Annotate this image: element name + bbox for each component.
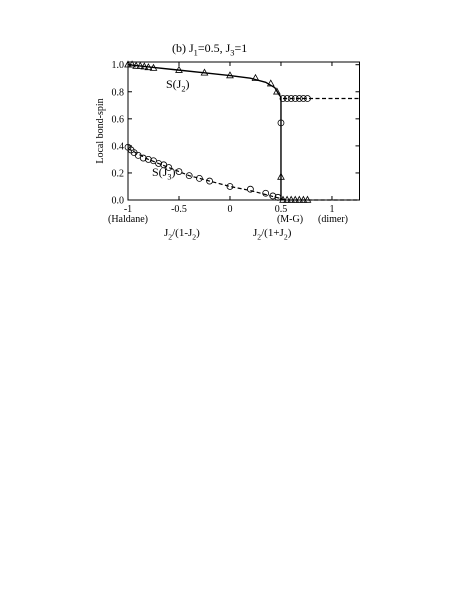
text-part: S(J: [152, 165, 168, 179]
text-part: =0.5, J: [198, 41, 231, 55]
circle-marker: [195, 174, 203, 182]
circle-marker: [150, 157, 157, 165]
x-tick-label: 1: [329, 204, 334, 215]
triangle-marker: [295, 195, 304, 203]
circle-marker: [246, 185, 254, 193]
triangle-marker: [277, 172, 285, 180]
x-tick-label: -0.5: [171, 204, 187, 215]
circle-marker: [277, 119, 285, 127]
subscript: 2: [257, 232, 261, 241]
text-part: J: [253, 227, 258, 239]
y-axis-label: Local bond-spin: [95, 98, 106, 163]
circle-marker: [300, 95, 307, 102]
subscript: 2: [192, 232, 196, 241]
series-line: [127, 148, 360, 201]
circle-marker: [269, 192, 277, 200]
x-tick-label: 0: [227, 204, 232, 215]
triangle-marker: [287, 195, 296, 203]
triangle-marker: [273, 87, 281, 95]
text-part: =1: [234, 41, 247, 55]
circle-marker: [304, 95, 311, 102]
triangle-marker: [124, 60, 132, 68]
series-label: S(J3): [152, 165, 176, 182]
text-part: ): [186, 77, 190, 91]
series-line: [127, 64, 282, 200]
triangle-marker: [266, 79, 275, 87]
text-part: S(J: [166, 77, 182, 91]
annotation: (M-G): [277, 214, 303, 225]
circle-marker: [155, 160, 162, 167]
subscript: 3: [167, 173, 171, 182]
y-tick-label: 0.8: [112, 87, 125, 98]
text-part: /(1+J: [261, 227, 284, 239]
circle-marker: [160, 161, 168, 169]
triangle-marker: [132, 61, 141, 69]
subscript: 2: [181, 85, 185, 94]
circle-marker: [279, 95, 287, 102]
triangle-marker: [144, 63, 153, 71]
circle-marker: [175, 168, 183, 175]
x-axis-label: J2/(1-J2): [164, 227, 200, 241]
triangle-marker: [299, 195, 308, 203]
x-axis-label: J2/(1+J2): [253, 227, 292, 241]
text-part: /(1-J: [172, 227, 193, 239]
circle-marker: [274, 193, 282, 201]
triangle-marker: [136, 61, 145, 69]
circle-marker: [165, 164, 173, 171]
text-part: ): [172, 165, 176, 179]
series-label: S(J2): [166, 77, 190, 94]
triangle-marker: [291, 195, 300, 203]
subscript: 2: [168, 232, 172, 241]
triangle-marker: [140, 62, 149, 70]
text-part: ): [196, 227, 200, 239]
subscript: 3: [230, 49, 234, 58]
triangle-marker: [279, 195, 287, 203]
circle-marker: [291, 95, 299, 102]
subscript: 2: [284, 232, 288, 241]
y-tick-label: 0.6: [112, 114, 125, 125]
circle-marker: [139, 154, 147, 162]
triangle-marker: [251, 73, 260, 81]
circle-marker: [144, 156, 152, 163]
text-part: (b) J: [172, 41, 194, 55]
triangle-marker: [303, 195, 312, 203]
circle-marker: [295, 95, 303, 102]
circle-marker: [134, 151, 142, 159]
circle-marker: [226, 183, 234, 190]
circle-marker: [185, 172, 193, 180]
x-tick-label: -1: [124, 204, 132, 215]
triangle-marker: [149, 63, 158, 71]
subscript: 1: [194, 49, 198, 58]
triangle-marker: [200, 68, 209, 76]
circle-marker: [262, 189, 270, 197]
plot-frame: [127, 61, 360, 201]
x-tick-label: 0.5: [275, 204, 288, 215]
triangle-marker: [226, 71, 234, 79]
y-tick-label: 0.2: [112, 168, 125, 179]
circle-marker: [283, 95, 291, 102]
circle-marker: [287, 95, 295, 102]
text-part: ): [288, 227, 292, 239]
annotation: (Haldane): [108, 214, 148, 225]
y-tick-label: 1.0: [112, 60, 125, 71]
triangle-marker: [175, 65, 183, 73]
triangle-marker: [128, 60, 136, 68]
chart-title: (b) J1=0.5, J3=1: [172, 41, 247, 58]
annotation: (dimer): [318, 214, 348, 225]
circle-marker: [206, 177, 213, 185]
y-tick-label: 0.4: [112, 141, 125, 152]
text-part: J: [164, 227, 169, 239]
triangle-marker: [283, 195, 291, 203]
y-tick-label: 0.0: [112, 196, 125, 207]
